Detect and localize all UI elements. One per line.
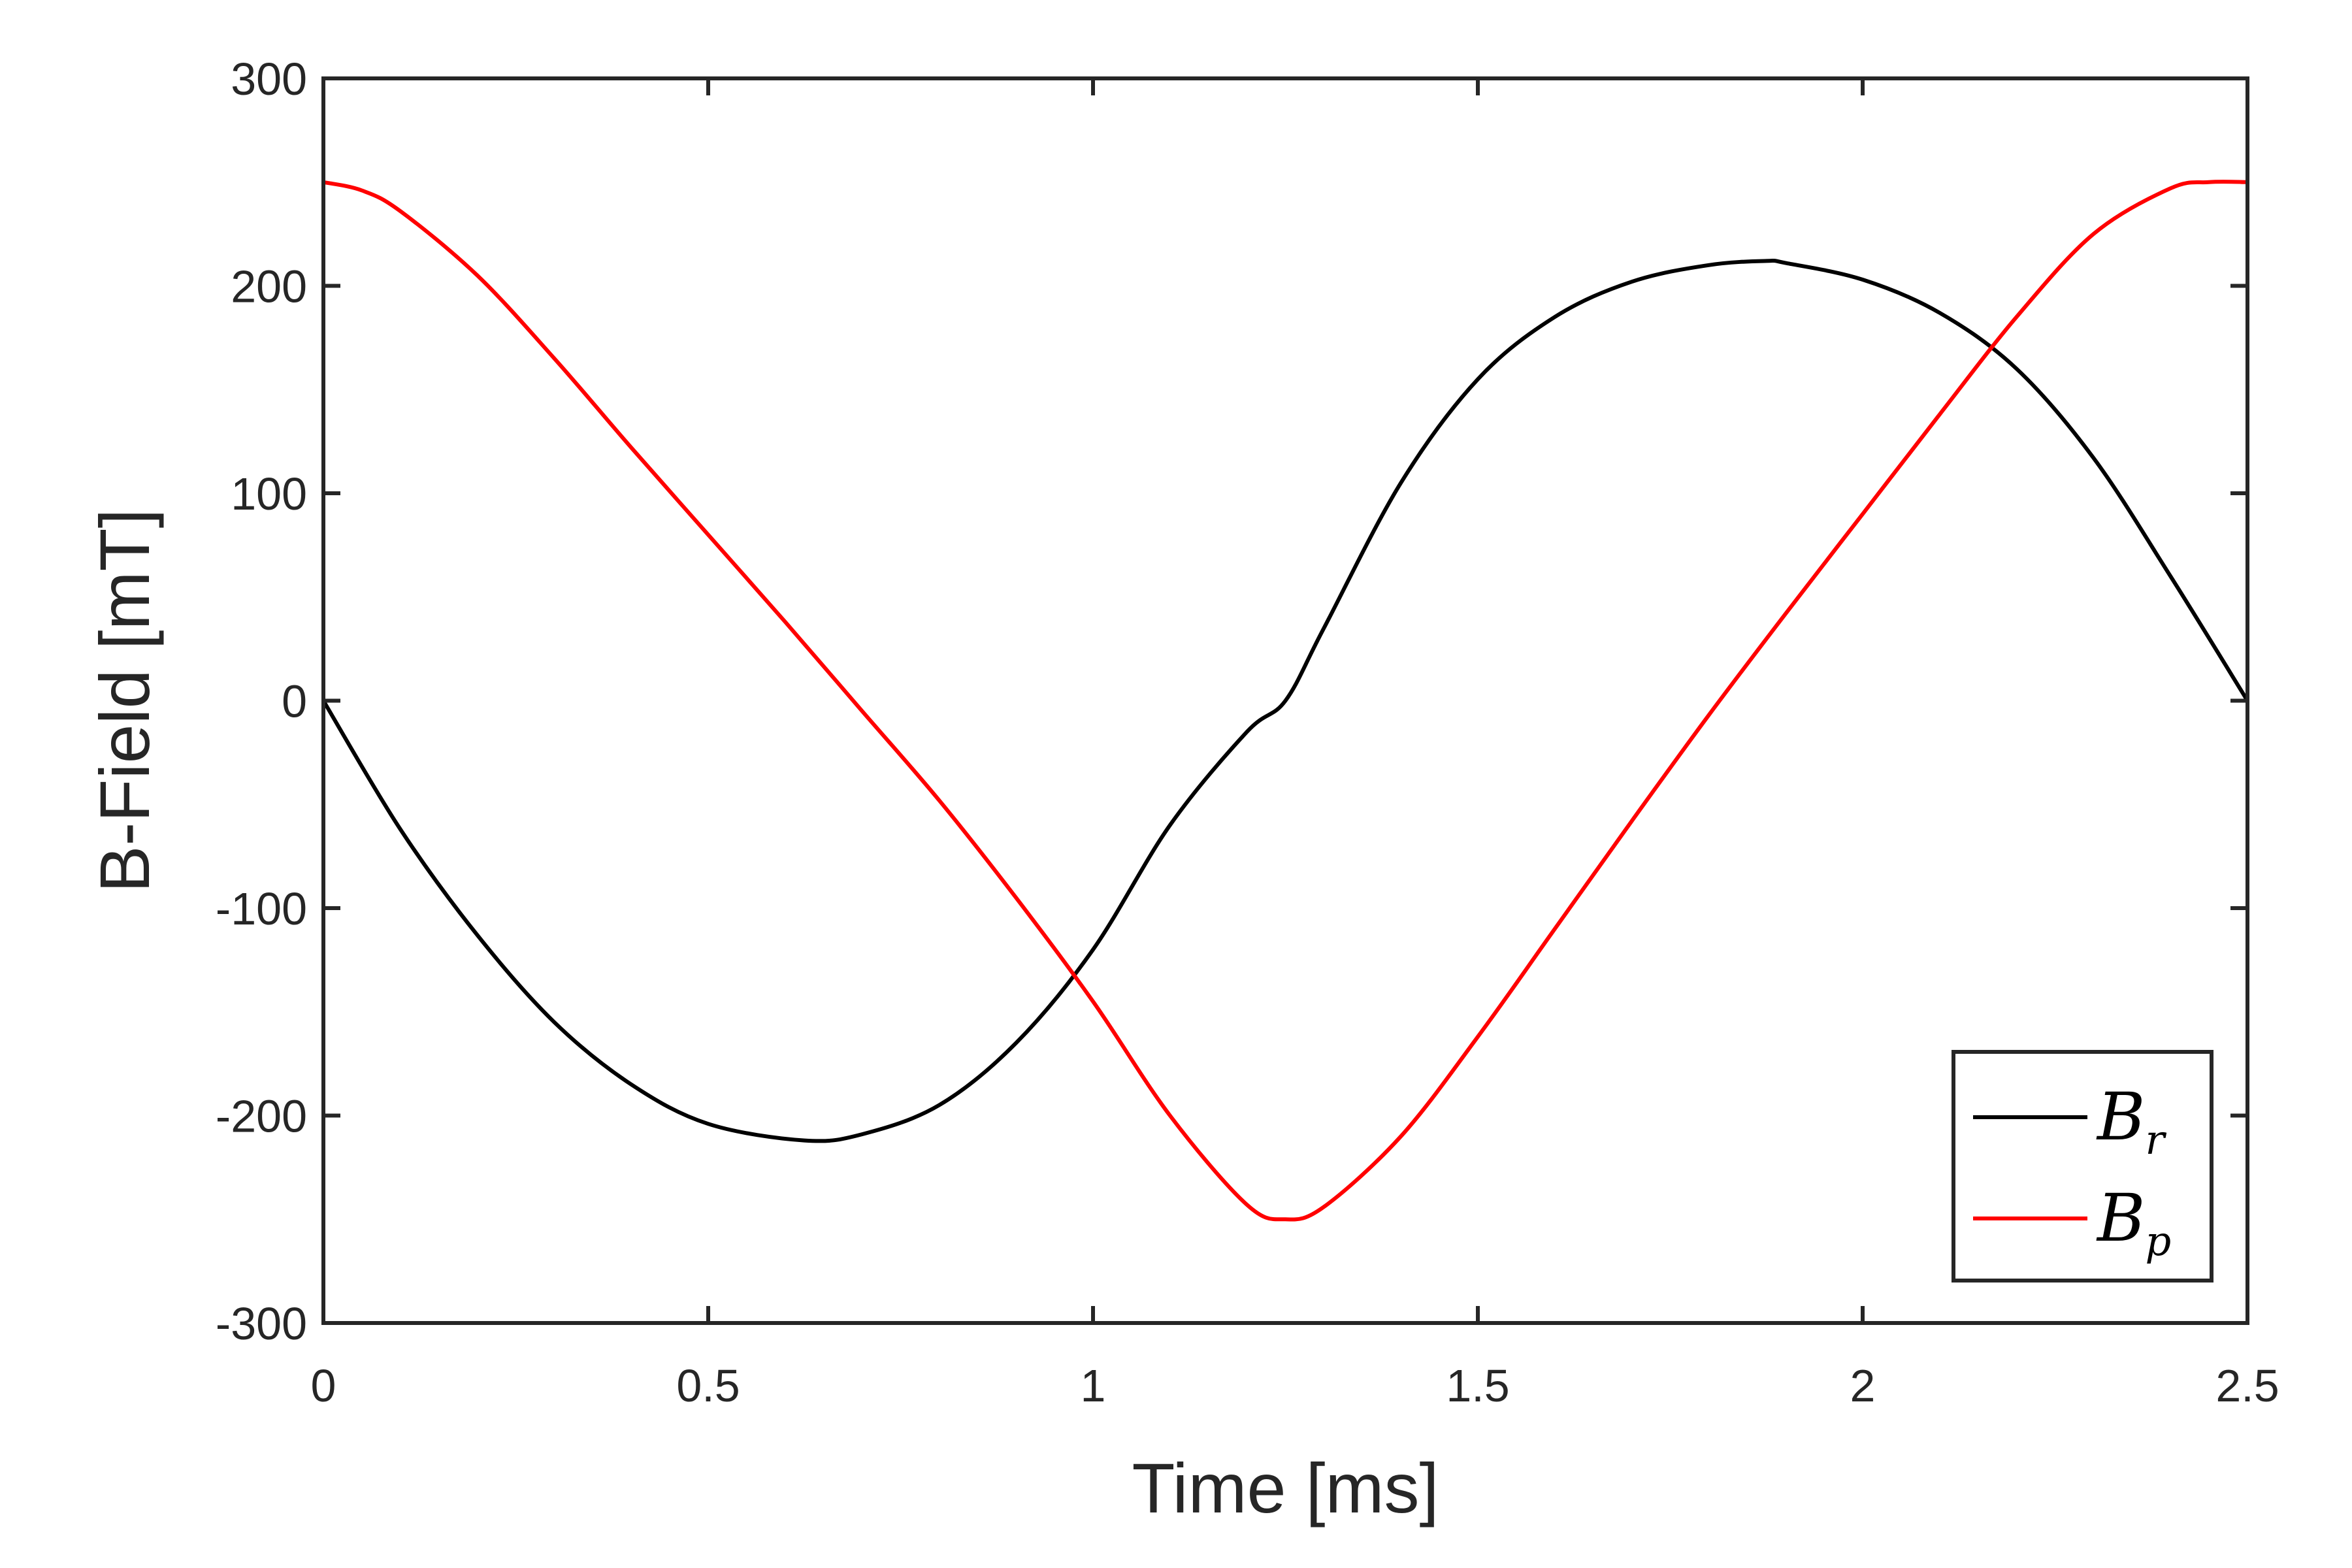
y-axis-label: B-Field [mT] [85, 508, 164, 892]
x-tick-label: 1 [1081, 1360, 1106, 1411]
legend: Br Bp [1952, 1050, 2213, 1282]
legend-entry-p: Bp [2096, 1180, 2171, 1265]
series-line-p [321, 180, 2249, 1222]
x-tick-label: 2 [1850, 1360, 1876, 1411]
legend-box [1952, 1050, 2213, 1282]
x-tick-label: 0.5 [676, 1360, 740, 1411]
series-line-r [321, 258, 2249, 1143]
y-tick-label: -200 [216, 1091, 307, 1142]
legend-entry-r: Br [2096, 1079, 2167, 1164]
x-axis-label: Time [ms] [1132, 1448, 1439, 1527]
plot-area [321, 180, 2249, 1222]
x-tick-label: 0 [311, 1360, 336, 1411]
y-tick-label: 100 [231, 468, 307, 519]
y-tick-label: 300 [231, 54, 307, 105]
x-tick-label: 2.5 [2215, 1360, 2279, 1411]
y-tick-label: 0 [282, 676, 307, 727]
y-tick-label: -100 [216, 883, 307, 934]
y-tick-label: 200 [231, 261, 307, 312]
axis-ticks: 0 0.5 1 1.5 2 2.5 -300 -200 -100 0 100 200 300 [216, 54, 2279, 1411]
y-tick-label: -300 [216, 1298, 307, 1349]
x-tick-label: 1.5 [1446, 1360, 1509, 1411]
